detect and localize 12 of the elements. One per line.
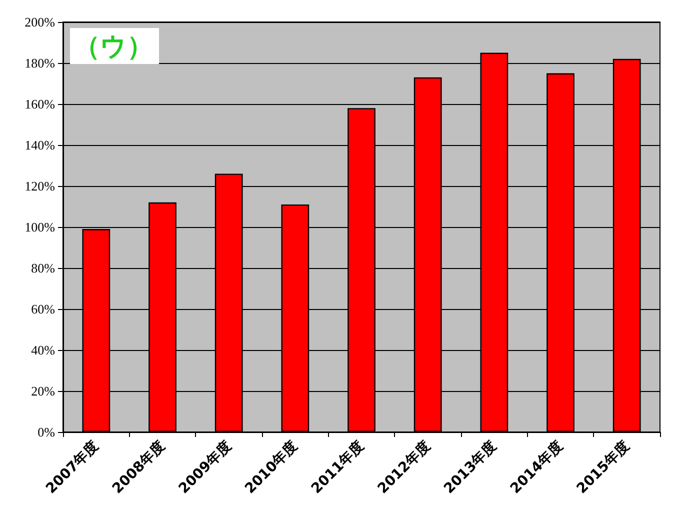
y-tick-label: 160% bbox=[24, 96, 56, 112]
y-tick-label: 140% bbox=[24, 138, 56, 152]
y-tick-label: 60% bbox=[31, 302, 56, 316]
y-tick-label: 40% bbox=[31, 342, 56, 358]
y-tick-label: 200% bbox=[24, 14, 56, 30]
y-tick-label: 20% bbox=[31, 384, 56, 398]
y-tick-label: 80% bbox=[31, 260, 56, 276]
y-tick-label: 120% bbox=[24, 178, 56, 194]
y-tick-label: 100% bbox=[24, 220, 56, 234]
y-tick-label: 0% bbox=[38, 424, 56, 440]
chart-title: （ウ） bbox=[74, 32, 153, 62]
y-tick-label: 180% bbox=[24, 56, 56, 70]
